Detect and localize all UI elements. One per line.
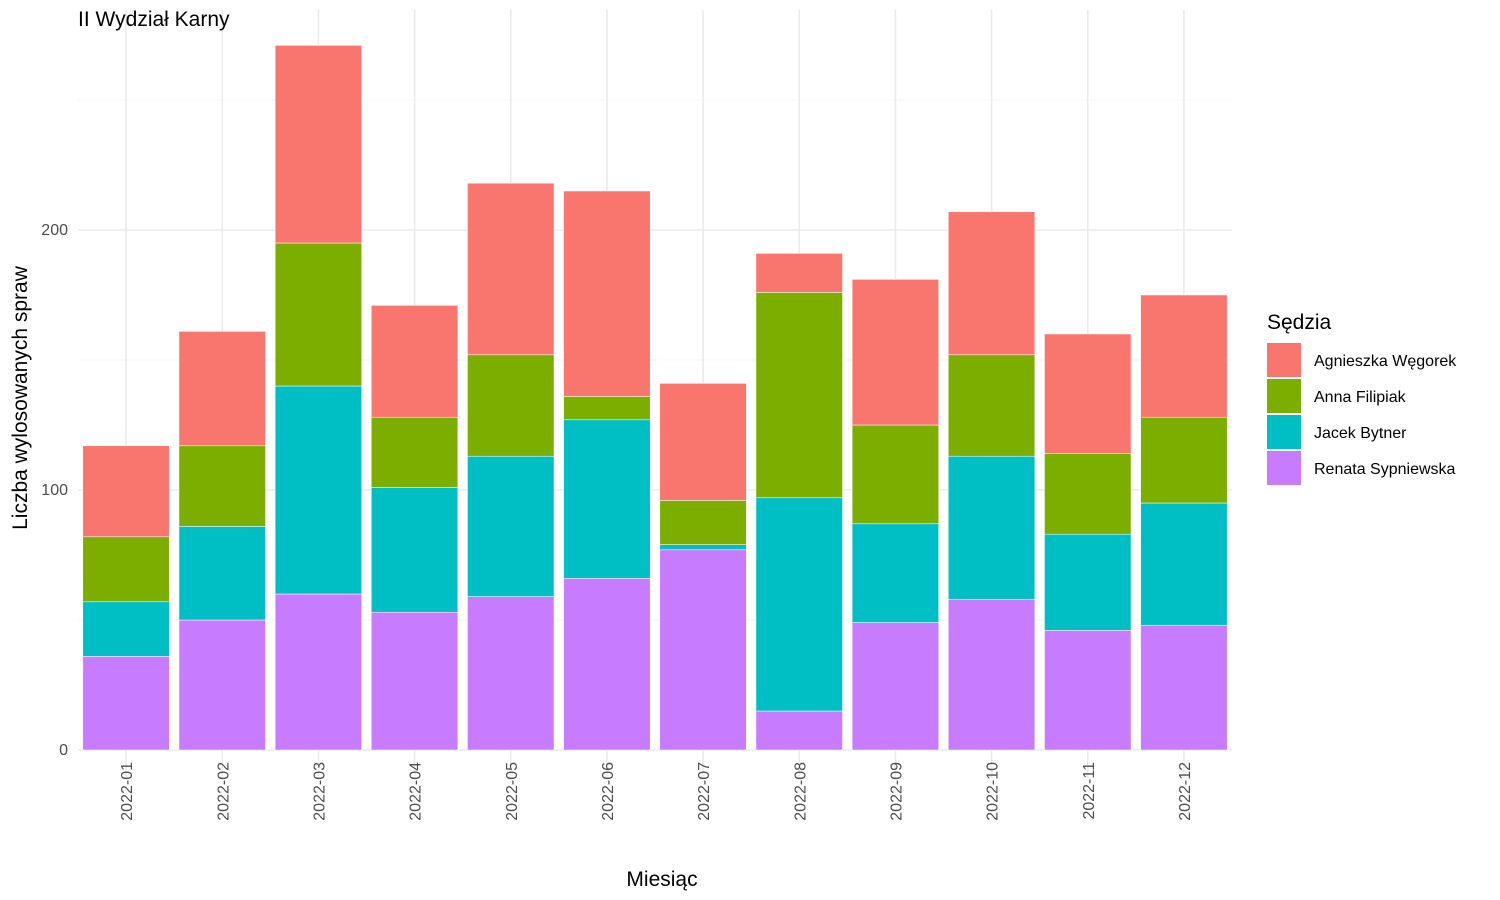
bar-segment [274, 242, 362, 387]
x-tick-label: 2022-11 [1081, 762, 1098, 820]
bar-segment [1044, 333, 1132, 454]
x-tick-label: 2022-05 [504, 762, 521, 821]
bar-segment [82, 536, 170, 603]
bar-segment [178, 331, 266, 447]
y-tick-label: 200 [41, 222, 68, 239]
legend-label: Renata Sypniewska [1314, 461, 1456, 478]
bar-segment [178, 445, 266, 527]
x-tick-label: 2022-10 [985, 762, 1002, 821]
bar-segment [371, 416, 459, 488]
bar-segment [948, 598, 1036, 751]
bar-segment [948, 211, 1036, 356]
bar-segment [755, 292, 843, 499]
bar-segment [851, 279, 939, 426]
bar-segment [178, 526, 266, 621]
bars [82, 45, 1228, 751]
bar-segment [563, 396, 651, 421]
bar-segment [82, 656, 170, 751]
chart-title: II Wydział Karny [78, 8, 230, 31]
legend-label: Anna Filipiak [1314, 389, 1407, 406]
bar-segment [1044, 453, 1132, 535]
bar-segment [948, 455, 1036, 600]
legend-key [1267, 415, 1301, 449]
bar-segment [371, 611, 459, 751]
x-tick-label: 2022-07 [696, 762, 713, 821]
bar-segment [467, 455, 555, 597]
bar-segment [851, 424, 939, 525]
bar-segment [755, 497, 843, 712]
x-tick-label: 2022-01 [119, 762, 136, 821]
bar-segment [659, 549, 747, 751]
bar-segment [1140, 294, 1228, 418]
bar-segment [948, 354, 1036, 457]
bar-segment [659, 544, 747, 551]
legend-title: Sędzia [1267, 311, 1332, 334]
x-tick-label: 2022-09 [888, 762, 905, 821]
bar-segment [467, 596, 555, 751]
bar-segment [467, 354, 555, 457]
x-tick-label: 2022-03 [311, 762, 328, 821]
bar-segment [563, 578, 651, 751]
bar-segment [467, 182, 555, 356]
bar-segment [659, 500, 747, 545]
x-tick-label: 2022-12 [1177, 762, 1194, 821]
bar-segment [1044, 630, 1132, 751]
bar-segment [1140, 502, 1228, 626]
bar-segment [178, 619, 266, 751]
bar-segment [755, 710, 843, 751]
bar-segment [371, 487, 459, 613]
legend-label: Jacek Bytner [1314, 425, 1407, 442]
bar-segment [82, 445, 170, 538]
bar-segment [274, 593, 362, 751]
x-tick-label: 2022-08 [792, 762, 809, 821]
bar-segment [1140, 416, 1228, 504]
y-tick-label: 0 [59, 742, 68, 759]
x-tick-label: 2022-06 [600, 762, 617, 821]
legend-key [1267, 379, 1301, 413]
bar-segment [1044, 533, 1132, 631]
x-axis-title: Miesiąc [626, 868, 697, 891]
legend: Sędzia Agnieszka Węgorek Anna Filipiak Jac… [1267, 311, 1457, 485]
x-axis-ticks: 2022-01 2022-02 2022-03 2022-04 2022-05 2022-… [119, 762, 1194, 821]
y-axis-title: Liczba wylosowanych spraw [9, 265, 32, 530]
bar-segment [851, 523, 939, 623]
bar-segment [371, 305, 459, 418]
legend-label: Agnieszka Węgorek [1314, 353, 1457, 370]
y-tick-label: 100 [41, 482, 68, 499]
bar-segment [274, 45, 362, 244]
bar-segment [82, 601, 170, 657]
x-tick-label: 2022-02 [215, 762, 232, 821]
legend-key [1267, 451, 1301, 485]
x-tick-label: 2022-04 [408, 762, 425, 821]
bar-segment [851, 622, 939, 751]
legend-key [1267, 343, 1301, 377]
bar-segment [1140, 624, 1228, 751]
bar-segment [274, 385, 362, 595]
bar-segment [755, 253, 843, 293]
bar-segment [563, 419, 651, 579]
bar-segment [563, 190, 651, 397]
y-axis-ticks: 0 100 200 [41, 222, 68, 759]
bar-segment [659, 383, 747, 501]
